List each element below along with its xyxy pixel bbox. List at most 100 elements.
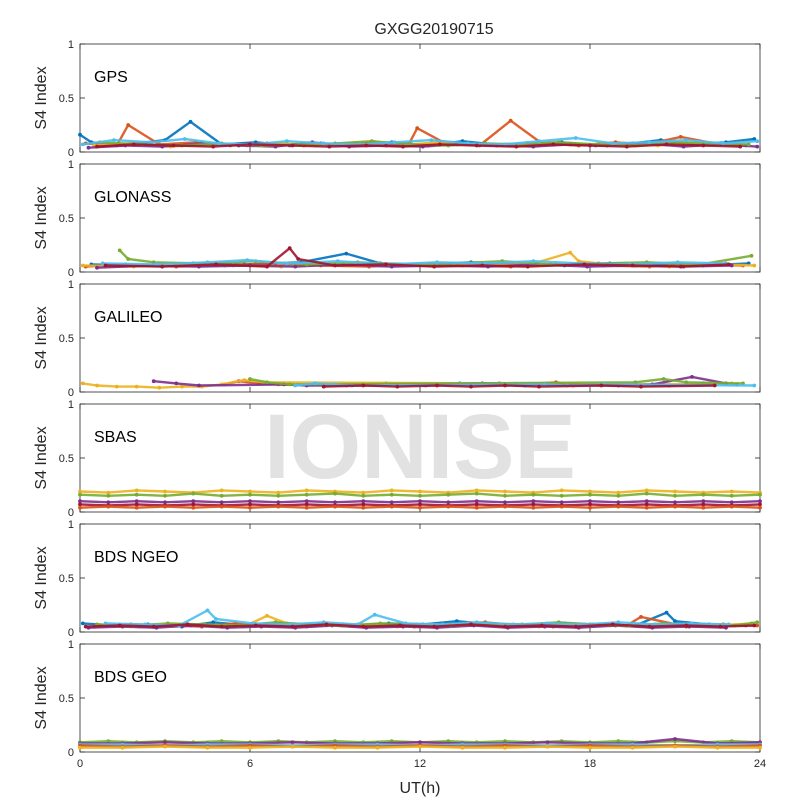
data-point — [446, 504, 451, 509]
data-point — [616, 493, 621, 498]
data-point — [304, 502, 309, 507]
y-tick-label: 0.5 — [59, 333, 74, 345]
data-point — [639, 384, 643, 389]
data-point — [163, 740, 167, 745]
data-point — [460, 745, 465, 750]
data-point — [701, 505, 706, 510]
data-point — [80, 263, 85, 268]
watermark: IONISE — [264, 396, 576, 498]
data-point — [729, 493, 734, 498]
data-point — [684, 380, 689, 385]
data-point — [418, 744, 422, 749]
data-point — [474, 502, 479, 507]
data-point — [134, 505, 139, 510]
data-point — [361, 490, 366, 495]
data-point — [531, 505, 536, 510]
data-point — [78, 492, 82, 497]
data-point — [185, 622, 190, 627]
data-point — [78, 505, 82, 510]
data-point — [216, 141, 221, 146]
data-point — [673, 737, 677, 741]
data-point — [335, 259, 340, 264]
panels-group: 0 0.5 1 S4 Index GPS 0 0.5 1 S4 Index GLONASS 0 0.5… — [33, 39, 766, 770]
panel-5: 0 0.5 1 S4 Index BDS NGEO — [33, 519, 761, 639]
data-point — [205, 745, 210, 750]
data-point — [673, 500, 677, 505]
data-point — [474, 505, 479, 510]
data-point — [290, 143, 295, 148]
data-point — [639, 615, 643, 619]
data-point — [755, 620, 760, 625]
data-point — [755, 623, 760, 628]
data-point — [673, 744, 677, 749]
data-point — [333, 491, 337, 496]
data-point — [112, 138, 116, 143]
data-point — [304, 499, 309, 504]
data-point — [418, 502, 422, 507]
data-point — [644, 488, 649, 493]
data-point — [474, 143, 479, 148]
data-point — [588, 143, 592, 148]
data-point — [304, 488, 309, 493]
data-point — [214, 617, 218, 621]
data-point — [296, 257, 301, 261]
data-point — [361, 499, 366, 504]
y-axis-label: S4 Index — [33, 666, 50, 729]
data-point — [219, 624, 224, 629]
y-tick-label: 1 — [68, 399, 74, 411]
data-point — [446, 492, 451, 497]
data-point — [287, 246, 292, 251]
data-point — [205, 608, 210, 613]
panel-frame — [79, 523, 761, 633]
data-point — [253, 623, 258, 628]
data-point — [248, 502, 252, 507]
y-tick-label: 0.5 — [59, 213, 74, 225]
data-point — [106, 504, 111, 509]
data-point — [752, 263, 757, 268]
data-point — [304, 505, 309, 510]
data-point — [219, 493, 224, 498]
data-point — [537, 139, 541, 144]
data-point — [395, 384, 400, 389]
y-tick-label: 0.5 — [59, 573, 74, 585]
data-point — [191, 502, 196, 507]
y-tick-label: 0 — [68, 507, 74, 519]
data-point — [503, 489, 507, 494]
data-point — [86, 145, 91, 150]
data-point — [180, 384, 184, 389]
data-point — [95, 144, 99, 149]
data-point — [403, 621, 408, 626]
data-point — [250, 621, 255, 626]
data-point — [752, 383, 757, 388]
data-point — [333, 504, 337, 509]
data-point — [503, 745, 507, 750]
data-point — [673, 504, 677, 509]
data-point — [157, 385, 162, 390]
data-point — [219, 739, 224, 744]
data-point — [265, 613, 269, 618]
data-point — [182, 137, 187, 141]
data-point — [364, 143, 369, 148]
data-point — [503, 504, 507, 509]
data-point — [610, 622, 615, 627]
data-point — [361, 383, 366, 388]
data-point — [78, 132, 82, 137]
data-point — [248, 142, 252, 147]
data-point — [242, 378, 247, 382]
y-tick-label: 1 — [68, 39, 74, 51]
data-point — [248, 492, 252, 497]
data-point — [661, 377, 666, 381]
y-tick-label: 1 — [68, 639, 74, 651]
data-point — [418, 489, 422, 494]
data-point — [715, 745, 720, 750]
data-point — [378, 621, 383, 626]
data-point — [616, 739, 621, 744]
data-point — [265, 264, 269, 269]
data-point — [474, 620, 479, 625]
data-point — [644, 491, 649, 496]
data-point — [469, 622, 473, 627]
x-axis-label: UT(h) — [400, 780, 441, 797]
data-point — [664, 142, 669, 147]
data-point — [588, 489, 592, 494]
y-axis-label: S4 Index — [33, 66, 50, 129]
